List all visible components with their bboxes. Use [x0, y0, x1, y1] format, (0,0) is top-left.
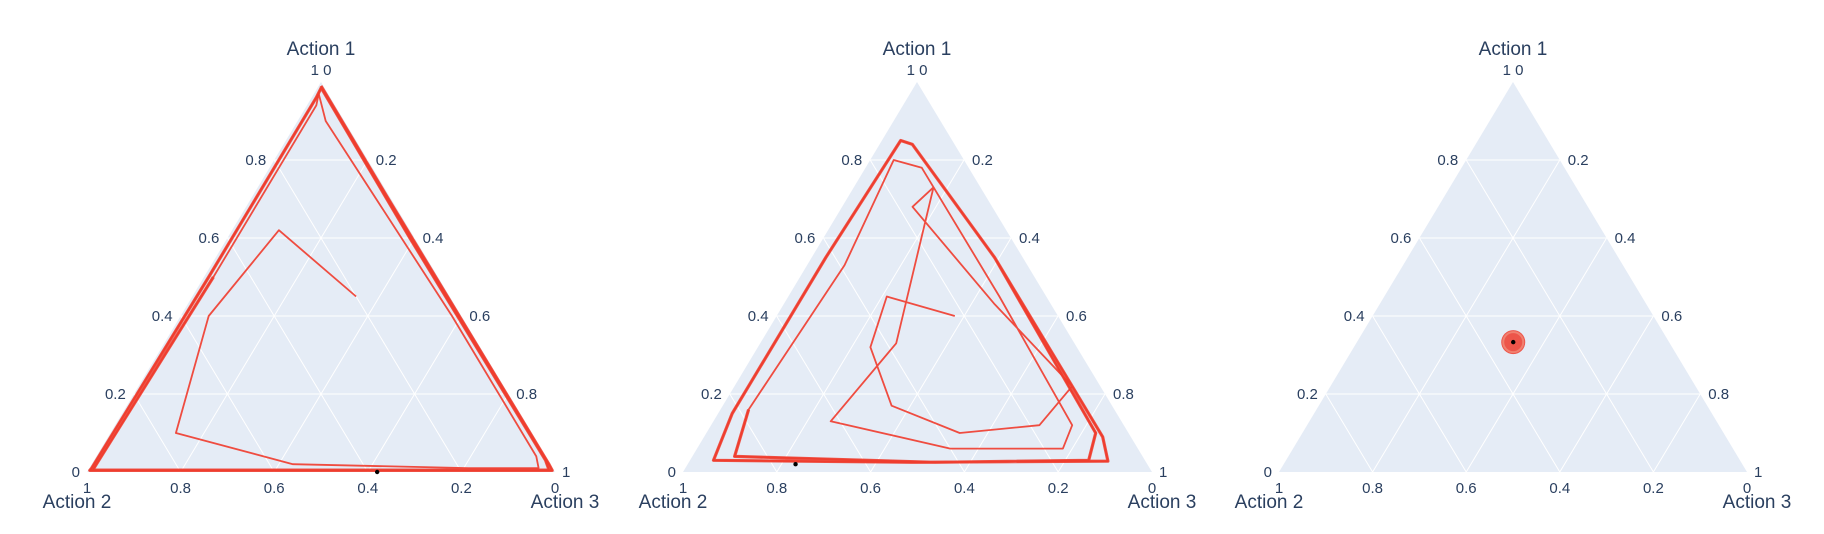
tick-label-c: 0.6: [1661, 308, 1682, 325]
grid-line-c: [273, 237, 416, 473]
tick-label-a: 0.2: [701, 386, 722, 403]
tick-label-c: 0.2: [1568, 152, 1589, 169]
ternary-panel-1: 0.2 0.4 0.6 0.8 0.2 0.4 0.6 0.8 0.8 0.6 0.4 0.2 1 0 0…: [43, 39, 600, 513]
tick-label-corner-top: 1 0: [1503, 62, 1524, 79]
grid-line-c: [1465, 237, 1608, 473]
tick-label-b: 0.4: [357, 480, 378, 497]
tick-label-b: 0.6: [264, 480, 285, 497]
plot-area: [87, 82, 555, 472]
trajectory-cycle: [88, 85, 554, 472]
tick-label-corner-right-0: 0: [1148, 480, 1156, 497]
tick-label-c: 0.2: [376, 152, 397, 169]
tick-label-corner-left-1: 1: [83, 480, 91, 497]
tick-label-corner-left-0: 0: [668, 464, 676, 481]
grid-line-b: [180, 315, 275, 473]
tick-label-corner-right-0: 0: [1743, 480, 1751, 497]
grid-line-b: [133, 393, 182, 473]
plot-area: [1279, 82, 1747, 472]
axis-title-b: Action 2: [639, 492, 708, 513]
grid-line-c: [460, 393, 509, 473]
tick-label-a: 0.8: [245, 152, 266, 169]
grid-line-c: [367, 315, 462, 473]
axis-title-b: Action 2: [43, 492, 112, 513]
tick-label-corner-top: 1 0: [907, 62, 928, 79]
tick-label-corner-left-0: 0: [72, 464, 80, 481]
tick-label-a: 0.4: [748, 308, 769, 325]
tick-label-corner-top: 1 0: [311, 62, 332, 79]
tick-label-c: 0.8: [516, 386, 537, 403]
tick-label-b: 0.8: [170, 480, 191, 497]
axis-title-a: Action 1: [883, 39, 952, 60]
tick-label-c: 0.8: [1708, 386, 1729, 403]
axis-title-c: Action 3: [1128, 492, 1197, 513]
grid-line-b: [776, 315, 872, 473]
tick-label-a: 0.2: [105, 386, 126, 403]
trajectory-cycle: [711, 138, 1110, 464]
tick-label-c: 0.4: [1019, 230, 1040, 247]
start-marker: [374, 469, 380, 475]
tick-label-b: 0.6: [1456, 480, 1477, 497]
tick-label-a: 0.6: [199, 230, 220, 247]
tick-label-a: 0.6: [795, 230, 816, 247]
tick-label-corner-right-1: 1: [1754, 464, 1762, 481]
tick-label-a: 0.4: [1344, 308, 1365, 325]
axis-title-a: Action 1: [287, 39, 356, 60]
axis-title-c: Action 3: [531, 492, 600, 513]
tick-label-b: 0.2: [451, 480, 472, 497]
tick-label-c: 0.4: [1615, 230, 1636, 247]
grid-line-b: [822, 237, 965, 473]
tick-label-b: 0.8: [1362, 480, 1383, 497]
tick-label-a: 0.2: [1297, 386, 1318, 403]
tick-label-b: 0.8: [766, 480, 787, 497]
tick-label-c: 0.2: [972, 152, 993, 169]
axis-title-a: Action 1: [1479, 39, 1548, 60]
grid-line-c: [1559, 315, 1654, 473]
grid-line-b: [1418, 237, 1561, 473]
tick-label-b: 0.4: [954, 480, 975, 497]
grid-line-c: [1652, 393, 1701, 473]
ternary-panel-2: 0.2 0.4 0.6 0.8 0.2 0.4 0.6 0.8 0.8 0.6 0.4 0.2 1 0 0…: [639, 39, 1197, 513]
tick-label-a: 0.6: [1391, 230, 1412, 247]
tick-label-corner-left-1: 1: [679, 480, 687, 497]
grid-line-b: [1325, 393, 1374, 473]
start-marker: [793, 462, 798, 467]
grid-line-b: [226, 237, 369, 473]
start-marker: [1511, 339, 1516, 345]
tick-label-b: 0.2: [1643, 480, 1664, 497]
tick-label-b: 0.2: [1048, 480, 1069, 497]
tick-label-corner-right-0: 0: [551, 480, 559, 497]
grid-line-b: [1372, 315, 1467, 473]
tick-label-corner-right-1: 1: [562, 464, 570, 481]
plot-area: [683, 82, 1152, 472]
axis-title-b: Action 2: [1235, 492, 1304, 513]
tick-label-c: 0.6: [1066, 308, 1087, 325]
tick-label-c: 0.4: [423, 230, 444, 247]
trajectory-spiral-ring: [1502, 331, 1525, 354]
tick-label-a: 0.8: [1437, 152, 1458, 169]
axis-title-c: Action 3: [1723, 492, 1792, 513]
tick-label-a: 0.4: [152, 308, 173, 325]
tick-label-c: 0.8: [1113, 386, 1134, 403]
tick-label-c: 0.6: [469, 308, 490, 325]
tick-label-corner-left-0: 0: [1264, 464, 1272, 481]
tick-label-b: 0.6: [860, 480, 881, 497]
ternary-panel-3: 0.2 0.4 0.6 0.8 0.2 0.4 0.6 0.8 0.8 0.6 0.4 0.2 1 0 0…: [1235, 39, 1792, 513]
tick-label-a: 0.8: [841, 152, 862, 169]
tick-label-b: 0.4: [1549, 480, 1570, 497]
tick-label-corner-left-1: 1: [1275, 480, 1283, 497]
tick-label-corner-right-1: 1: [1159, 464, 1167, 481]
